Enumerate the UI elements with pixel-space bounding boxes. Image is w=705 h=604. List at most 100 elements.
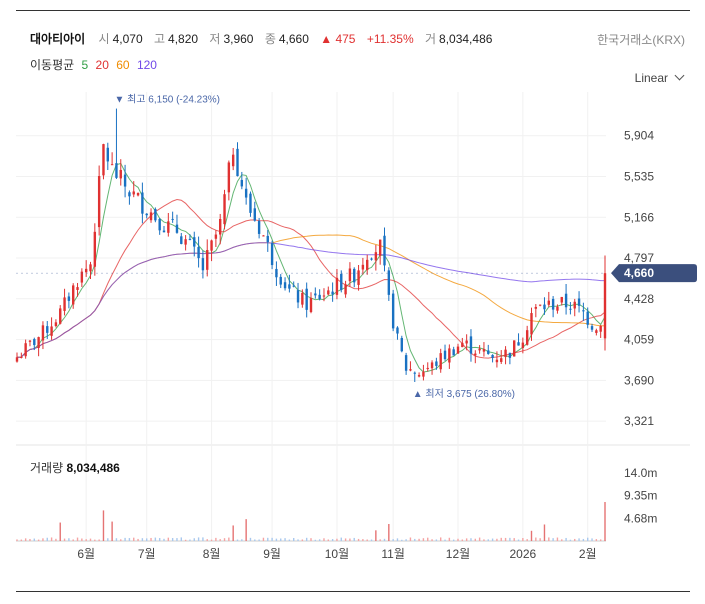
y-tick-label: 3,690 [624, 373, 654, 387]
candle-body [331, 291, 334, 295]
volume-bar [189, 539, 191, 541]
volume-bar [305, 537, 308, 541]
candle-body [210, 240, 213, 251]
volume-bar [427, 537, 429, 541]
volume-bar [327, 539, 329, 541]
volume-bar [530, 530, 533, 541]
candle-body [240, 179, 244, 187]
volume-bar [491, 538, 494, 541]
candle-body [201, 258, 205, 271]
volume-tick-label: 4.68m [624, 511, 657, 525]
candle-body [249, 193, 252, 213]
x-tick-label: 6월 [77, 547, 95, 561]
x-tick-label: 2026 [510, 547, 537, 561]
volume-bar [133, 537, 135, 541]
candle-body [582, 310, 585, 312]
candle-body [478, 348, 481, 351]
volume-bar [396, 538, 399, 541]
candle-body [28, 340, 32, 342]
volume-bar [440, 537, 442, 541]
ma-120[interactable]: 120 [136, 58, 157, 72]
volume-bar [46, 537, 48, 541]
ma-60[interactable]: 60 [116, 58, 130, 72]
candle-body [54, 322, 58, 327]
candle-body [353, 268, 356, 283]
ma-5[interactable]: 5 [81, 58, 89, 72]
candle-body [603, 273, 607, 339]
candle-body [335, 277, 339, 295]
candle-body [33, 339, 36, 346]
candle-body [296, 290, 300, 303]
volume-bar [301, 539, 304, 541]
candle-body [266, 235, 269, 243]
y-tick-label: 3,321 [624, 414, 654, 428]
volume-bar [180, 537, 182, 541]
volume-bar [137, 538, 139, 541]
volume-bar [353, 537, 355, 541]
volume-bar [171, 538, 174, 541]
volume-bar [405, 539, 407, 541]
volume-bar [331, 539, 334, 541]
candle-body [495, 359, 499, 363]
volume-bar [487, 539, 489, 541]
volume-bar [375, 530, 377, 541]
volume-bar [357, 538, 360, 541]
x-tick-label: 7월 [138, 547, 156, 561]
volume-bar [340, 537, 342, 541]
close-price: 4,660 [278, 32, 309, 46]
volume-bar [94, 539, 96, 541]
volume-bar [271, 537, 273, 541]
candle-body [41, 325, 45, 341]
candle-body [530, 313, 533, 335]
candle-body [448, 348, 451, 363]
candle-body [534, 306, 538, 309]
volume-bar [599, 539, 602, 541]
volume-bar [89, 538, 92, 541]
volume-bar [418, 538, 420, 541]
candle-body [465, 340, 468, 344]
candle-body [378, 239, 382, 256]
volume-bar [379, 539, 381, 541]
candle-body [577, 298, 581, 306]
volume-bar [435, 539, 438, 541]
volume-bar [349, 538, 351, 541]
candle-body [318, 294, 321, 300]
volume-bar [444, 539, 446, 541]
volume-bar [504, 537, 507, 541]
candle-body [327, 290, 330, 295]
volume-bar [68, 538, 70, 541]
candle-body [262, 235, 265, 237]
top-divider [16, 10, 690, 11]
candle-body [400, 337, 403, 352]
ma-20[interactable]: 20 [95, 58, 109, 72]
candle-body [573, 301, 576, 309]
volume-bar [98, 539, 100, 541]
open-label: 시 [98, 32, 110, 46]
ma-title: 이동평균 [30, 58, 75, 72]
candle-body [123, 174, 127, 187]
volume-bar [150, 537, 152, 541]
candle-body [413, 372, 416, 374]
volume-bar [595, 539, 598, 541]
candle-body [564, 293, 568, 308]
volume-bar [81, 538, 83, 541]
candle-body [439, 353, 442, 370]
y-tick-label: 4,797 [624, 251, 654, 265]
candle-body [180, 236, 183, 244]
open-price: 4,070 [112, 32, 143, 46]
candle-body [513, 340, 516, 357]
high-label: 고 [153, 32, 166, 46]
volume-bar [470, 538, 472, 541]
candle-body [357, 270, 360, 285]
candle-body [154, 209, 157, 221]
candle-body [37, 337, 40, 348]
volume-bar [120, 539, 122, 541]
volume-bar [141, 538, 144, 541]
volume-bar [124, 537, 126, 541]
volume-bar [509, 537, 511, 541]
candle-body [422, 371, 425, 377]
scale-dropdown[interactable]: Linear [635, 70, 685, 85]
candle-body [556, 306, 559, 311]
volume-bar [457, 538, 459, 541]
